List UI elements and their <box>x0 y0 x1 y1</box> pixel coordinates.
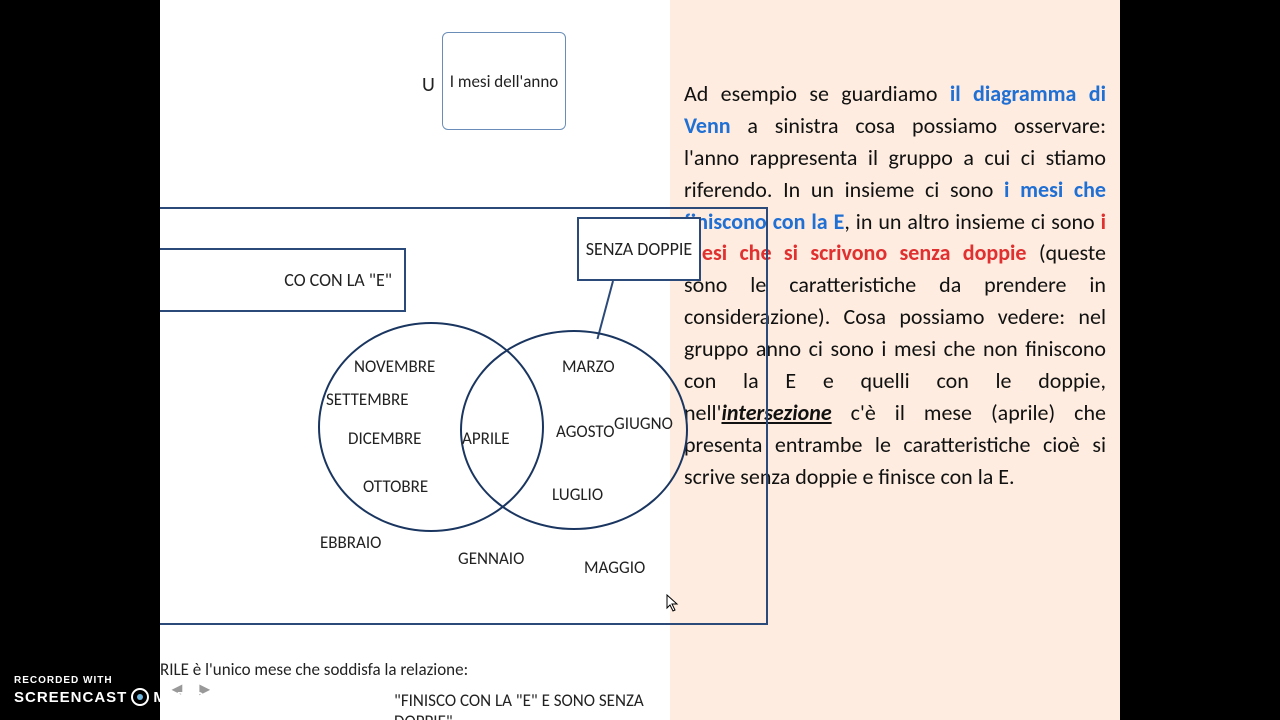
month-label: AGOSTO <box>556 421 614 442</box>
month-label: GIUGNO <box>614 413 673 434</box>
watermark-line1: RECORDED WITH <box>14 675 205 686</box>
text-run: Ad esempio se guardiamo <box>684 80 950 107</box>
watermark: RECORDED WITH SCREENCAST MATIC <box>14 675 205 706</box>
month-label: LUGLIO <box>552 484 603 505</box>
set-label-left: CO CON LA "E" <box>160 248 406 312</box>
footer-text-2: "FINISCO CON LA "E" E SONO SENZA DOPPIE" <box>394 690 670 720</box>
universe-symbol: U <box>422 73 435 97</box>
record-dot-icon <box>131 688 149 706</box>
universe-box: I mesi dell'anno <box>442 32 566 130</box>
month-label: OTTOBRE <box>363 476 428 497</box>
month-label: SETTEMBRE <box>326 389 409 410</box>
month-label: MARZO <box>562 356 615 377</box>
month-label: GENNAIO <box>458 548 524 569</box>
left-panel: U I mesi dell'anno CO CON LA "E" SENZA D… <box>160 0 670 720</box>
watermark-brand-b: MATIC <box>153 689 204 706</box>
watermark-brand-a: SCREENCAST <box>14 689 127 706</box>
month-label: EBBRAIO <box>320 532 381 553</box>
footer-text-1: RILE è l'unico mese che soddisfa la rela… <box>160 659 468 680</box>
text-run: , in un altro insieme ci sono <box>844 208 1100 235</box>
month-label: MAGGIO <box>584 557 645 578</box>
set-label-right: SENZA DOPPIE <box>577 217 701 281</box>
month-label: DICEMBRE <box>348 428 421 449</box>
stage: U I mesi dell'anno CO CON LA "E" SENZA D… <box>160 0 1120 720</box>
month-label-intersection: APRILE <box>462 428 510 449</box>
watermark-brand: SCREENCAST MATIC <box>14 688 205 706</box>
month-label: NOVEMBRE <box>354 356 435 377</box>
